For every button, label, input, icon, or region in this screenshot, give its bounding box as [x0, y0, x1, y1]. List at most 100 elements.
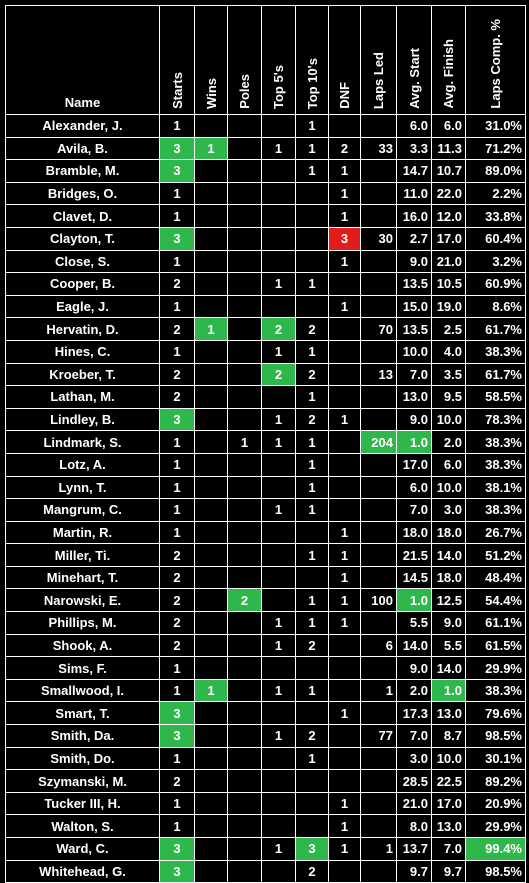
cell-dnf: 1 [328, 791, 361, 816]
cell-wins [194, 769, 228, 793]
cell-top10 [295, 294, 329, 319]
cell-avg-finish: 13.0 [431, 814, 466, 838]
cell-poles [227, 475, 262, 500]
cell-poles [227, 339, 262, 364]
cell-avg-start: 17.0 [396, 452, 432, 477]
cell-dnf [328, 746, 361, 771]
header-top5[interactable]: Top 5's [261, 5, 296, 115]
cell-laps-comp: 60.4% [465, 226, 526, 251]
cell-laps-comp: 61.1% [465, 611, 526, 635]
cell-name: Ward, C. [5, 837, 160, 861]
cell-poles: 2 [227, 588, 262, 613]
cell-poles [227, 181, 262, 206]
cell-laps-led [360, 498, 397, 522]
cell-laps-led [360, 114, 397, 138]
cell-poles [227, 791, 262, 816]
cell-dnf: 1 [328, 611, 361, 635]
cell-laps-comp: 61.7% [465, 362, 526, 387]
cell-avg-finish: 9.7 [431, 859, 466, 883]
cell-laps-comp: 38.3% [465, 498, 526, 522]
cell-laps-comp: 26.7% [465, 520, 526, 545]
cell-avg-finish: 10.0 [431, 475, 466, 500]
cell-wins: 1 [194, 317, 228, 341]
cell-dnf [328, 385, 361, 409]
cell-laps-comp: 38.3% [465, 452, 526, 477]
cell-avg-finish: 4.0 [431, 339, 466, 364]
cell-top5 [261, 294, 296, 319]
cell-laps-led: 33 [360, 136, 397, 161]
cell-poles [227, 656, 262, 680]
cell-starts: 1 [159, 656, 195, 680]
header-avg-finish[interactable]: Avg. Finish [431, 5, 466, 115]
cell-poles [227, 769, 262, 793]
cell-poles [227, 452, 262, 477]
cell-avg-start: 9.0 [396, 249, 432, 274]
cell-top5 [261, 746, 296, 771]
cell-wins [194, 181, 228, 206]
header-name[interactable]: Name [5, 5, 160, 115]
cell-dnf: 2 [328, 136, 361, 161]
cell-name: Smallwood, I. [5, 678, 160, 703]
cell-starts: 3 [159, 837, 195, 861]
cell-wins: 1 [194, 136, 228, 161]
cell-top10 [295, 791, 329, 816]
header-poles[interactable]: Poles [227, 5, 262, 115]
header-laps-comp[interactable]: Laps Comp. % [465, 5, 526, 115]
cell-top10 [295, 520, 329, 545]
cell-avg-start: 21.5 [396, 543, 432, 567]
cell-laps-comp: 48.4% [465, 565, 526, 590]
cell-dnf [328, 317, 361, 341]
cell-starts: 3 [159, 859, 195, 883]
header-row: Name Starts Wins Poles Top 5's Top 10's … [5, 5, 526, 115]
table-row: Kroeber, T. 2 2 2 13 7.0 3.5 61.7% [5, 362, 526, 387]
cell-dnf: 1 [328, 249, 361, 274]
header-starts-label: Starts [169, 72, 185, 109]
table-row: Sims, F. 1 9.0 14.0 29.9% [5, 656, 526, 680]
cell-poles [227, 701, 262, 726]
cell-laps-comp: 38.1% [465, 475, 526, 500]
cell-dnf: 1 [328, 181, 361, 206]
cell-top10 [295, 181, 329, 206]
table-row: Avila, B. 3 1 1 1 2 33 3.3 11.3 71.2% [5, 136, 526, 161]
cell-wins [194, 814, 228, 838]
cell-top5: 1 [261, 837, 296, 861]
cell-laps-comp: 38.3% [465, 678, 526, 703]
cell-laps-led [360, 181, 397, 206]
header-top10[interactable]: Top 10's [295, 5, 329, 115]
header-dnf[interactable]: DNF [328, 5, 361, 115]
cell-dnf: 1 [328, 543, 361, 567]
cell-top5 [261, 452, 296, 477]
cell-top5 [261, 114, 296, 138]
cell-wins [194, 543, 228, 567]
cell-poles [227, 814, 262, 838]
cell-starts: 3 [159, 407, 195, 432]
cell-avg-start: 13.5 [396, 272, 432, 296]
cell-name: Lotz, A. [5, 452, 160, 477]
cell-top5: 1 [261, 430, 296, 454]
header-laps-led-label: Laps Led [371, 51, 386, 109]
cell-poles [227, 272, 262, 296]
cell-laps-comp: 60.9% [465, 272, 526, 296]
cell-laps-led [360, 520, 397, 545]
cell-top10 [295, 701, 329, 726]
cell-avg-start: 13.5 [396, 317, 432, 341]
cell-dnf [328, 859, 361, 883]
cell-name: Martin, R. [5, 520, 160, 545]
cell-avg-start: 8.0 [396, 814, 432, 838]
cell-top5 [261, 859, 296, 883]
cell-name: Lindley, B. [5, 407, 160, 432]
header-wins[interactable]: Wins [194, 5, 228, 115]
header-avg-finish-label: Avg. Finish [441, 39, 456, 109]
header-starts[interactable]: Starts [159, 5, 195, 115]
cell-laps-led [360, 294, 397, 319]
cell-wins [194, 746, 228, 771]
cell-laps-comp: 51.2% [465, 543, 526, 567]
cell-avg-finish: 17.0 [431, 226, 466, 251]
header-avg-start[interactable]: Avg. Start [396, 5, 432, 115]
cell-laps-led [360, 565, 397, 590]
cell-dnf [328, 114, 361, 138]
header-laps-led[interactable]: Laps Led [360, 5, 397, 115]
header-poles-label: Poles [237, 74, 252, 109]
cell-dnf: 1 [328, 837, 361, 861]
cell-wins [194, 520, 228, 545]
